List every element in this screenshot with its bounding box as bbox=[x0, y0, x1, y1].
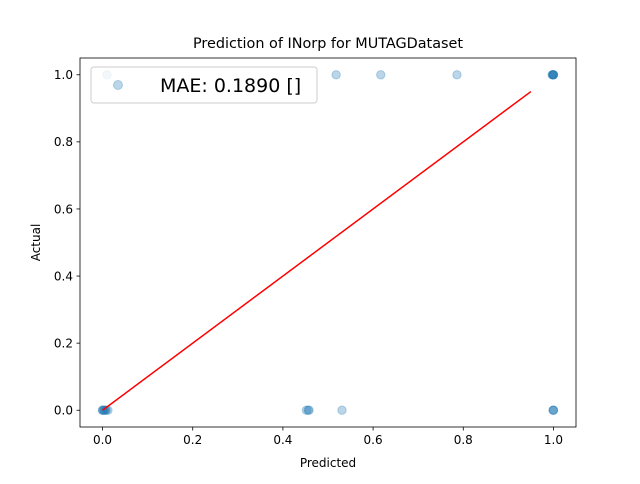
y-tick-label: 0.2 bbox=[54, 336, 73, 350]
data-point-20 bbox=[548, 70, 559, 80]
data-point-18 bbox=[548, 70, 559, 80]
y-tick-label: 0.0 bbox=[54, 404, 73, 418]
data-point-16 bbox=[548, 70, 559, 80]
x-tick-label: 0.4 bbox=[273, 433, 292, 447]
axes-frame bbox=[79, 57, 577, 428]
x-tick-label: 0.8 bbox=[454, 433, 473, 447]
legend-box bbox=[90, 66, 318, 104]
x-tick-label: 1.0 bbox=[544, 433, 563, 447]
data-point-12 bbox=[331, 70, 341, 80]
data-point-13 bbox=[376, 70, 386, 80]
data-point-19 bbox=[547, 70, 557, 80]
x-axis-label: Predicted bbox=[300, 456, 356, 470]
y-axis-label: Actual bbox=[29, 224, 43, 262]
data-point-3 bbox=[100, 405, 110, 415]
x-tick-label: 0.0 bbox=[93, 433, 112, 447]
y-tick-label: 1.0 bbox=[54, 68, 73, 82]
data-point-8 bbox=[301, 405, 312, 415]
data-point-17 bbox=[548, 70, 558, 80]
legend: MAE: 0.1890 [] bbox=[90, 66, 318, 104]
data-point-15 bbox=[547, 70, 558, 80]
axis-ticks: 0.0 0.2 0.4 0.6 0.8 1.0 0.0 0.2 0.4 0.6 0.8 1.0 bbox=[54, 68, 563, 447]
legend-entry-label: MAE: 0.1890 [] bbox=[160, 75, 301, 97]
y-tick-label: 0.4 bbox=[54, 269, 73, 283]
data-point-22 bbox=[548, 405, 558, 415]
x-tick-label: 0.6 bbox=[364, 433, 383, 447]
data-point-11 bbox=[337, 405, 347, 415]
data-point-5 bbox=[101, 405, 111, 415]
data-point-14 bbox=[452, 70, 462, 80]
data-point-21 bbox=[548, 405, 559, 415]
x-tick-label: 0.2 bbox=[183, 433, 202, 447]
y-tick-label: 0.8 bbox=[54, 135, 73, 149]
data-point-23 bbox=[548, 405, 559, 415]
legend-marker bbox=[113, 80, 123, 90]
reference-line bbox=[102, 90, 532, 411]
data-point-6 bbox=[103, 405, 113, 415]
data-point-9 bbox=[303, 405, 313, 415]
y-tick-label: 0.6 bbox=[54, 202, 73, 216]
data-point-10 bbox=[304, 405, 314, 415]
chart-title: Prediction of INorp for MUTAGDataset bbox=[193, 36, 463, 52]
